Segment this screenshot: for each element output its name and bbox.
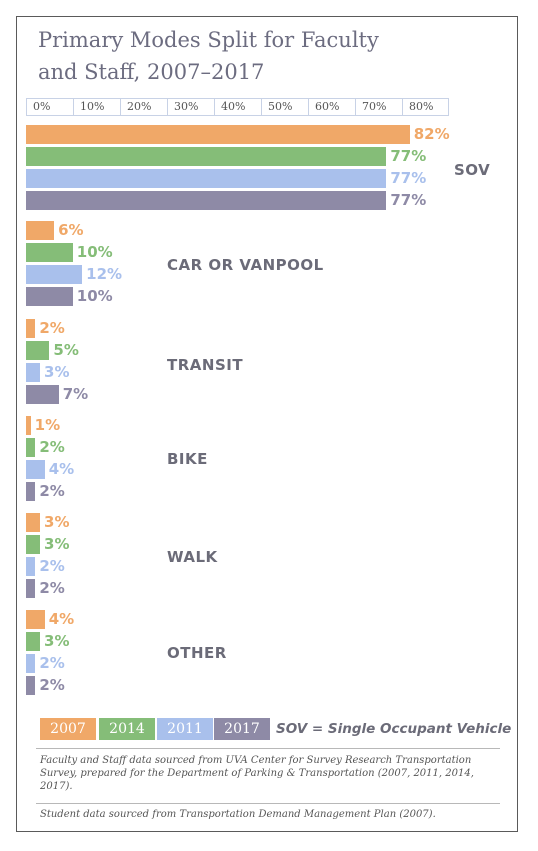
bar-2007 [26, 513, 41, 532]
data-label-2007: 6% [58, 221, 84, 239]
data-label-2014: 2% [39, 438, 65, 456]
data-label-2017: 2% [39, 676, 65, 694]
bar-2007 [26, 610, 45, 629]
bar-2014 [26, 243, 73, 262]
bar-2017 [26, 579, 36, 598]
x-tick-label: 40% [214, 98, 261, 116]
bar-2014 [26, 438, 36, 457]
legend-item-2014: 2014 [99, 718, 155, 740]
bar-2007 [26, 125, 410, 144]
bar-2007 [26, 221, 55, 240]
data-label-2011: 12% [86, 265, 123, 283]
data-label-2007: 1% [34, 416, 61, 434]
x-tick-label: 60% [308, 98, 355, 116]
x-tick-label: 70% [355, 98, 402, 116]
data-label-2011: 3% [44, 363, 70, 381]
category-label: SOV [454, 161, 491, 179]
chart-title: Primary Modes Split for Faculty and Staf… [38, 28, 379, 84]
bar-2011 [26, 557, 36, 576]
bar-2007 [26, 416, 31, 435]
data-label-2007: 2% [39, 319, 65, 337]
source-divider-top [36, 748, 500, 749]
data-label-2017: 2% [39, 482, 65, 500]
bar-2017 [26, 676, 36, 695]
source-student: Student data sourced from Transportation… [40, 809, 436, 820]
x-tick-label: 0% [26, 98, 73, 116]
x-tick-label: 10% [73, 98, 120, 116]
bar-2014 [26, 341, 50, 360]
bar-2007 [26, 319, 36, 338]
data-label-2017: 7% [62, 385, 89, 403]
bar-2017 [26, 385, 59, 404]
bar-2014 [26, 535, 41, 554]
bar-2011 [26, 460, 45, 479]
x-tick-label: 30% [167, 98, 214, 116]
bar-2011 [26, 363, 41, 382]
x-tick-label: 80% [402, 98, 449, 116]
x-tick-label: 50% [261, 98, 308, 116]
bar-2017 [26, 191, 387, 210]
data-label-2014: 77% [390, 147, 427, 165]
data-label-2017: 2% [39, 579, 65, 597]
category-label: OTHER [167, 644, 227, 662]
legend-item-2011: 2011 [157, 718, 213, 740]
category-label: BIKE [167, 450, 208, 468]
data-label-2017: 10% [76, 287, 113, 305]
data-label-2014: 3% [44, 535, 70, 553]
data-label-2007: 82% [413, 125, 450, 143]
bar-2017 [26, 482, 36, 501]
legend-item-2017: 2017 [214, 718, 270, 740]
x-tick-label: 20% [120, 98, 167, 116]
data-label-2014: 3% [44, 632, 70, 650]
category-label: TRANSIT [167, 356, 244, 374]
bar-2011 [26, 169, 387, 188]
bar-2011 [26, 654, 36, 673]
data-label-2014: 5% [53, 341, 79, 359]
data-label-2007: 3% [44, 513, 70, 531]
data-label-2011: 77% [390, 169, 427, 187]
category-label: WALK [167, 548, 218, 566]
data-label-2011: 2% [39, 557, 65, 575]
legend-item-2007: 2007 [40, 718, 96, 740]
source-faculty: Faculty and Staff data sourced from UVA … [40, 755, 474, 792]
data-label-2011: 2% [39, 654, 65, 672]
data-label-2011: 4% [48, 460, 75, 478]
source-divider-mid [36, 803, 500, 804]
bar-2017 [26, 287, 73, 306]
category-label: CAR OR VANPOOL [167, 256, 324, 274]
data-label-2014: 10% [76, 243, 113, 261]
bar-2011 [26, 265, 83, 284]
bar-2014 [26, 147, 387, 166]
bar-2014 [26, 632, 41, 651]
data-label-2017: 77% [390, 191, 427, 209]
data-label-2007: 4% [48, 610, 75, 628]
legend-note: SOV = Single Occupant Vehicle [276, 721, 512, 737]
